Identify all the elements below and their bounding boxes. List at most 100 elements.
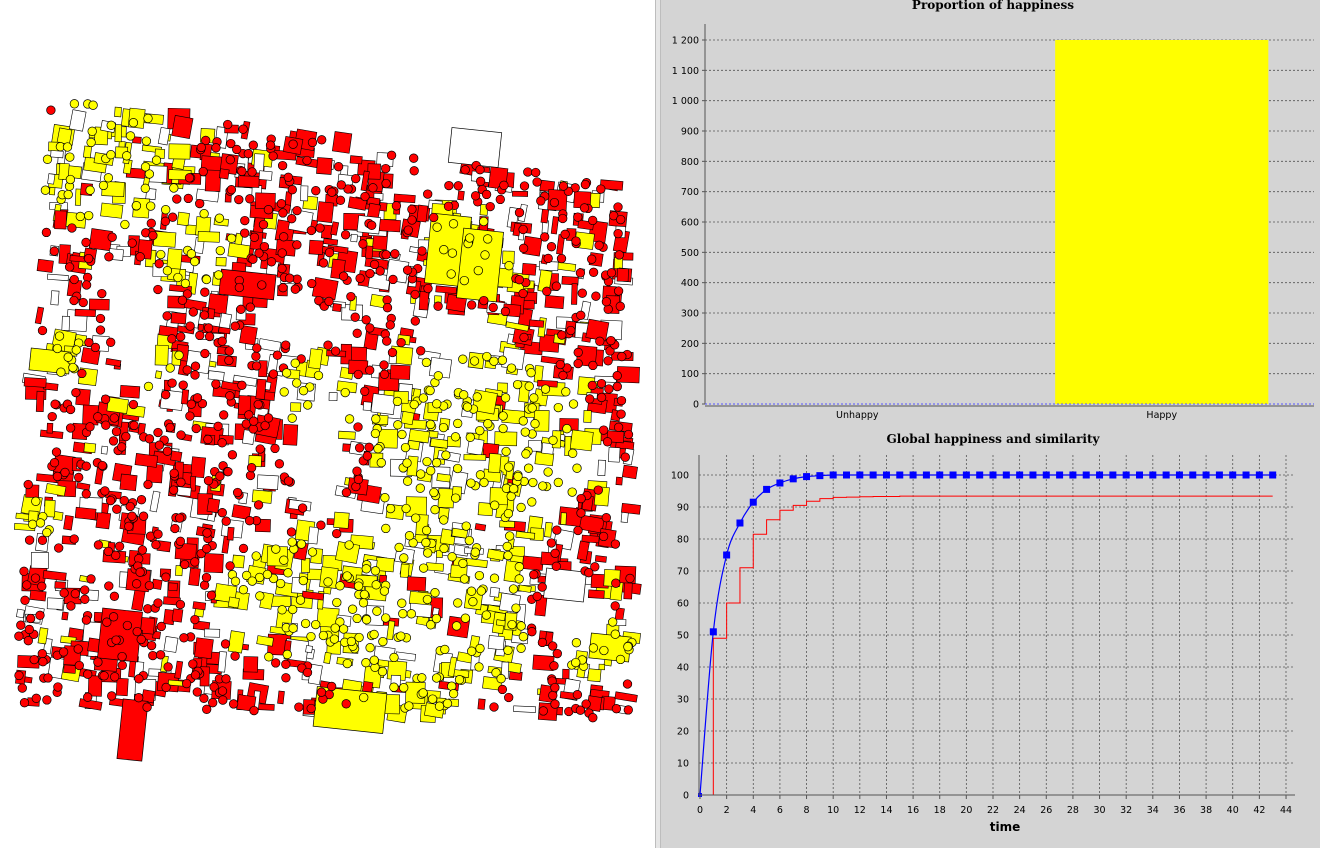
agent	[432, 399, 442, 409]
agent	[555, 359, 565, 370]
agent	[71, 345, 81, 355]
building	[237, 395, 252, 416]
agent	[612, 381, 622, 392]
agent	[14, 670, 24, 681]
building	[218, 168, 230, 180]
agent	[375, 266, 385, 276]
agent	[226, 138, 236, 149]
agent	[271, 544, 281, 554]
agent	[571, 236, 581, 246]
agent	[540, 384, 551, 394]
agent	[560, 229, 570, 239]
agent	[97, 460, 107, 471]
agent	[465, 432, 475, 442]
agent	[599, 645, 609, 656]
building	[256, 703, 275, 711]
agent	[265, 140, 276, 150]
agent	[588, 360, 598, 371]
line-x-tick-label: 30	[1093, 805, 1105, 816]
agent	[521, 449, 531, 459]
building	[301, 590, 325, 601]
agent	[459, 275, 469, 286]
building	[400, 563, 410, 578]
building	[487, 453, 502, 474]
building	[598, 663, 606, 671]
agent	[430, 505, 440, 515]
building	[63, 514, 74, 531]
agent	[354, 443, 365, 453]
agent	[467, 646, 477, 656]
line-x-tick-label: 2	[724, 805, 730, 816]
agent	[23, 479, 33, 490]
agent	[136, 495, 147, 505]
agent	[244, 516, 255, 526]
line-x-tick-label: 42	[1253, 805, 1265, 816]
building	[166, 248, 183, 270]
line-y-tick-label: 90	[677, 503, 689, 514]
agent	[615, 654, 626, 665]
agent	[351, 173, 361, 184]
agent	[608, 617, 618, 627]
happiness-point	[763, 485, 771, 493]
agent	[117, 651, 127, 662]
agent	[617, 351, 627, 362]
building	[100, 445, 109, 455]
building	[256, 474, 279, 490]
agent	[20, 595, 30, 605]
agent	[421, 525, 432, 536]
building	[74, 308, 96, 318]
agent	[87, 126, 97, 136]
agent	[176, 332, 186, 342]
agent	[365, 643, 375, 653]
agent	[117, 442, 127, 452]
agent	[475, 176, 486, 186]
agent	[54, 331, 65, 341]
agent	[409, 166, 419, 176]
agent	[573, 525, 583, 536]
charts-panel: Proportion of happiness 0 100 200 300 400 500…	[661, 0, 1320, 848]
agent	[553, 402, 563, 413]
agent	[568, 448, 578, 458]
agent	[136, 634, 146, 645]
building	[332, 303, 342, 313]
building	[362, 401, 372, 411]
agent	[108, 436, 119, 446]
agent	[283, 172, 293, 182]
agent	[338, 624, 349, 634]
building	[44, 499, 56, 518]
agent	[41, 227, 52, 238]
building	[35, 390, 45, 413]
agent	[223, 119, 233, 130]
agent	[292, 240, 302, 250]
building	[37, 627, 49, 645]
agent	[22, 580, 32, 590]
agent	[394, 542, 404, 553]
agent	[401, 503, 411, 514]
agent	[353, 369, 363, 380]
agent	[56, 367, 66, 377]
agent	[182, 365, 192, 375]
building	[100, 202, 124, 219]
line-x-tick-label: 36	[1173, 805, 1185, 816]
agent	[503, 550, 513, 561]
building	[408, 428, 430, 444]
agent	[511, 603, 521, 613]
agent	[333, 162, 344, 172]
agent	[184, 173, 195, 183]
agent	[296, 539, 307, 549]
city-map[interactable]	[0, 0, 655, 848]
building	[494, 431, 518, 447]
agent	[611, 704, 622, 714]
agent	[69, 295, 79, 306]
agent	[112, 504, 122, 514]
agent	[80, 585, 90, 595]
agent	[396, 631, 406, 641]
agent	[489, 573, 500, 583]
city-map-panel[interactable]	[0, 0, 655, 848]
bar-y-tick-label: 600	[681, 218, 699, 229]
agent	[418, 563, 429, 573]
happiness-point	[1042, 471, 1050, 479]
agent	[581, 699, 591, 709]
panel-splitter[interactable]	[655, 0, 661, 848]
happiness-point	[1122, 471, 1130, 479]
